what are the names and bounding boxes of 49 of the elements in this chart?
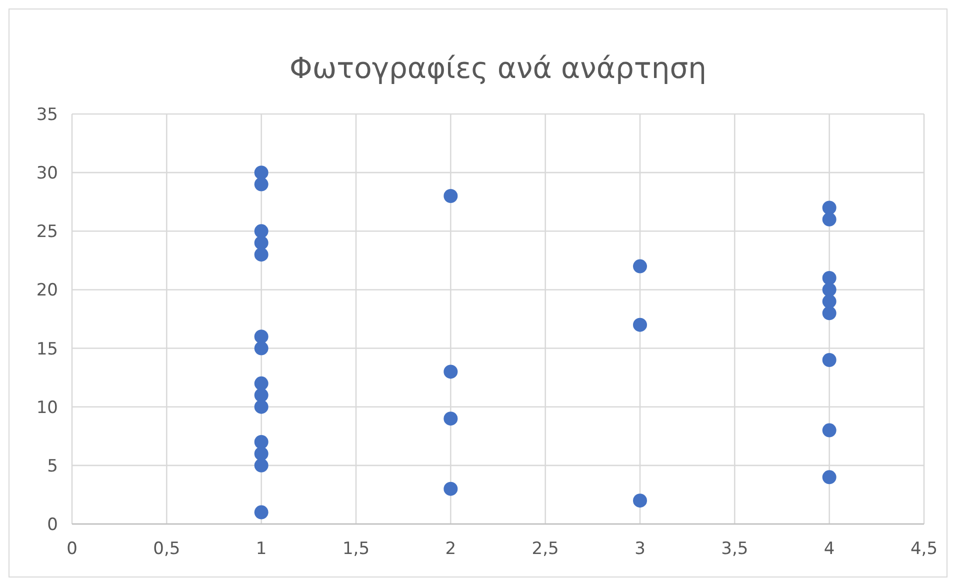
point xyxy=(254,341,268,356)
point xyxy=(254,224,268,238)
x-tick-label: 2,5 xyxy=(532,539,559,559)
point xyxy=(633,259,647,274)
x-tick-label: 1,5 xyxy=(342,539,370,559)
point xyxy=(822,200,836,215)
point xyxy=(822,470,836,484)
point xyxy=(822,423,836,438)
y-tick-label: 20 xyxy=(36,280,58,301)
x-tick-label: 3 xyxy=(634,539,646,559)
point xyxy=(254,177,268,192)
x-tick-label: 2 xyxy=(445,539,456,559)
point xyxy=(254,236,268,250)
point xyxy=(444,364,458,379)
point xyxy=(444,189,458,203)
y-tick-label: 0 xyxy=(47,515,58,535)
x-tick-label: 0,5 xyxy=(153,539,180,559)
chart-title: Φωτογραφίες ανά ανάρτηση xyxy=(290,51,706,85)
point xyxy=(254,400,268,414)
y-tick-label: 30 xyxy=(36,164,58,184)
point xyxy=(254,248,268,262)
point xyxy=(254,435,268,449)
point xyxy=(254,446,268,461)
point xyxy=(254,458,268,472)
y-tick-label: 15 xyxy=(36,339,58,360)
y-tick-label: 5 xyxy=(47,456,58,476)
x-tick-label: 0 xyxy=(66,539,78,559)
y-tick-label: 10 xyxy=(36,398,58,418)
point xyxy=(254,505,268,520)
point xyxy=(822,353,836,367)
y-tick-label: 35 xyxy=(36,105,58,125)
point xyxy=(254,166,268,180)
point xyxy=(254,330,268,344)
point xyxy=(822,212,836,226)
x-tick-label: 1 xyxy=(256,539,267,559)
point xyxy=(822,282,836,297)
x-tick-label: 4,5 xyxy=(910,539,938,559)
point xyxy=(822,294,836,308)
point xyxy=(254,388,268,402)
x-tick-label: 3,5 xyxy=(721,539,748,559)
point xyxy=(822,306,836,320)
point xyxy=(444,482,458,496)
y-tick-label: 25 xyxy=(36,222,58,242)
point xyxy=(633,494,647,508)
point xyxy=(444,412,458,426)
point xyxy=(254,376,268,390)
point xyxy=(633,318,647,332)
point xyxy=(822,271,836,285)
x-tick-label: 4 xyxy=(824,539,835,559)
